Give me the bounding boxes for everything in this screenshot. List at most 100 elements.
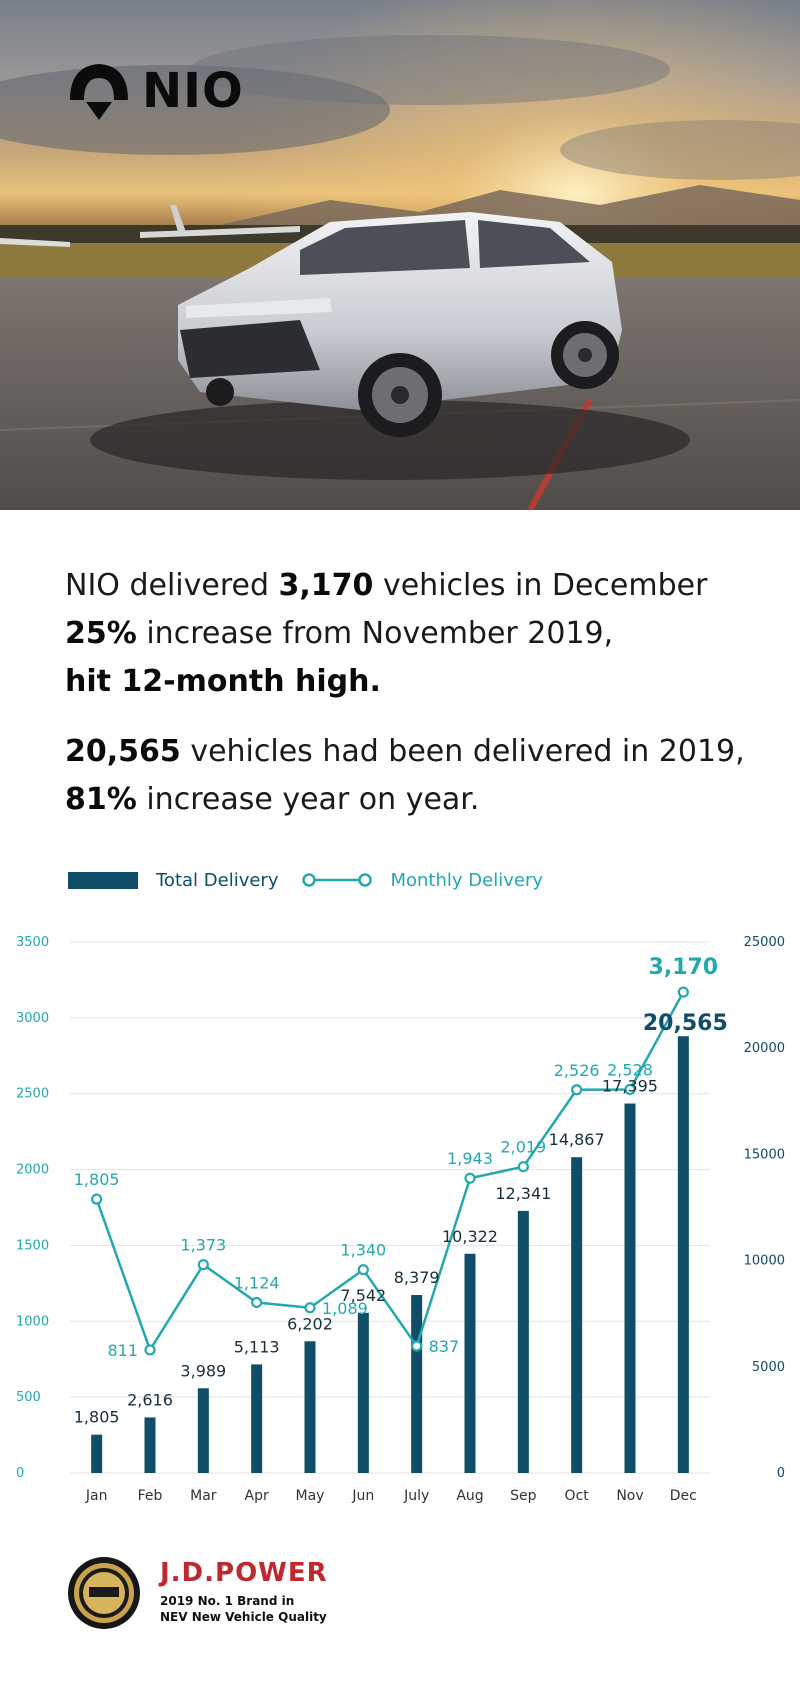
- point-Aug: [464, 1172, 476, 1184]
- point-Sep: [517, 1161, 529, 1173]
- total-label-Nov: 17,395: [602, 1077, 658, 1096]
- left-tick-1500: 1500: [16, 1238, 49, 1253]
- right-tick-25000: 25000: [744, 935, 785, 950]
- monthly-label-Mar: 1,373: [180, 1236, 226, 1255]
- headline-line-3-bold: hit 12-month high.: [65, 664, 381, 699]
- bar-May: [304, 1341, 316, 1473]
- bar-Oct: [571, 1157, 583, 1473]
- x-tick-Aug: Aug: [456, 1488, 483, 1504]
- bar-Nov: [624, 1103, 636, 1473]
- monthly-label-Apr: 1,124: [234, 1273, 280, 1292]
- legend-monthly-swatch: [302, 873, 373, 887]
- headline-line-5-bold: 81%: [65, 782, 137, 817]
- x-tick-Apr: Apr: [245, 1488, 269, 1504]
- bar-Jan: [91, 1434, 103, 1473]
- bar-Dec: [677, 1036, 689, 1473]
- right-tick-20000: 20000: [744, 1041, 785, 1056]
- x-tick-Nov: Nov: [616, 1488, 643, 1504]
- headline-line-1: NIO delivered 3,170 vehicles in December: [65, 562, 707, 610]
- headline-line-4-bold: 20,565: [65, 734, 181, 769]
- total-label-May: 6,202: [287, 1314, 333, 1333]
- left-tick-500: 500: [16, 1390, 41, 1405]
- hero-photo: NIO: [0, 0, 800, 510]
- x-tick-Mar: Mar: [190, 1488, 217, 1504]
- legend-total-swatch: [68, 871, 138, 889]
- headline-line-4-post: vehicles had been delivered in 2019,: [180, 734, 745, 769]
- point-May: [304, 1302, 316, 1314]
- left-tick-3000: 3000: [16, 1011, 49, 1026]
- data-labels: 1,805 2,616 3,989 5,113 6,202 7,542 8,379 10,32…: [74, 955, 728, 1427]
- headline-line-2: 25% increase from November 2019,: [65, 610, 613, 658]
- delivery-chart: 0 500 1000 1500 2000 2500 3000 3500 0 5000 10000 1…: [16, 935, 785, 1504]
- monthly-label-Sep: 2,019: [500, 1138, 546, 1157]
- headline-line-4: 20,565 vehicles had been delivered in 20…: [65, 728, 745, 776]
- total-label-Oct: 14,867: [549, 1130, 605, 1149]
- headline-line-1-pre: NIO delivered: [65, 568, 279, 603]
- total-label-July: 8,379: [394, 1268, 440, 1287]
- total-label-Dec: 20,565: [643, 1011, 728, 1036]
- left-tick-0: 0: [16, 1466, 24, 1481]
- right-tick-10000: 10000: [744, 1254, 785, 1269]
- left-tick-1000: 1000: [16, 1314, 49, 1329]
- x-tick-July: July: [403, 1488, 429, 1504]
- point-Feb: [144, 1344, 156, 1356]
- x-tick-Feb: Feb: [138, 1488, 163, 1504]
- right-tick-15000: 15000: [744, 1147, 785, 1162]
- monthly-line-path: [95, 991, 685, 1352]
- left-tick-2000: 2000: [16, 1163, 49, 1178]
- point-Apr: [251, 1296, 263, 1309]
- point-Jan: [91, 1193, 103, 1205]
- hero-scene: [0, 0, 800, 510]
- jd-power-award-line-2: NEV New Vehicle Quality: [160, 1610, 327, 1624]
- monthly-label-Jun: 1,340: [340, 1241, 386, 1260]
- monthly-delivery-line: [91, 986, 689, 1356]
- total-label-Mar: 3,989: [180, 1361, 226, 1380]
- monthly-label-Dec: 3,170: [649, 955, 719, 980]
- monthly-label-Nov: 2,528: [607, 1060, 653, 1079]
- x-tick-Jan: Jan: [85, 1488, 108, 1504]
- headline-line-3: hit 12-month high.: [65, 658, 381, 706]
- bar-Jun: [357, 1312, 369, 1473]
- point-Dec: [677, 986, 689, 998]
- point-July: [411, 1340, 423, 1352]
- point-Jun: [357, 1264, 369, 1276]
- point-Nov: [624, 1083, 636, 1096]
- monthly-label-July: 837: [429, 1337, 460, 1356]
- total-label-Jun: 7,542: [340, 1286, 386, 1305]
- right-axis-ticks: 0 5000 10000 15000 20000 25000: [744, 935, 785, 1481]
- monthly-label-Jan: 1,805: [74, 1170, 120, 1189]
- grid-lines: [70, 941, 710, 1474]
- total-label-Jan: 1,805: [74, 1408, 120, 1427]
- total-label-Aug: 10,322: [442, 1227, 498, 1246]
- x-axis-ticks: Jan Feb Mar Apr May Jun July Aug Sep Oct Nov Dec: [85, 1488, 697, 1504]
- x-tick-Jun: Jun: [351, 1488, 374, 1504]
- jd-power-seal-icon: [68, 1557, 140, 1629]
- nio-logo-text: NIO: [142, 63, 244, 119]
- total-label-Apr: 5,113: [234, 1337, 280, 1356]
- jd-power-brand: J.D.POWER: [160, 1558, 328, 1588]
- legend-monthly-label: Monthly Delivery: [390, 869, 543, 891]
- headline-line-2-bold: 25%: [65, 616, 137, 651]
- total-label-Sep: 12,341: [495, 1184, 551, 1203]
- bar-Sep: [517, 1210, 529, 1473]
- left-tick-2500: 2500: [16, 1087, 49, 1102]
- bar-Aug: [464, 1253, 476, 1473]
- headline-line-5: 81% increase year on year.: [65, 776, 479, 824]
- x-tick-Dec: Dec: [670, 1488, 697, 1504]
- bar-Mar: [197, 1388, 209, 1473]
- point-Mar: [197, 1259, 209, 1271]
- bar-Feb: [144, 1417, 156, 1473]
- legend-total-label: Total Delivery: [156, 869, 279, 891]
- x-tick-Oct: Oct: [565, 1488, 590, 1504]
- chart-legend: Total Delivery Monthly Delivery: [68, 866, 543, 894]
- bar-July: [411, 1295, 423, 1473]
- total-label-Feb: 2,616: [127, 1390, 173, 1409]
- monthly-label-Feb: 811: [107, 1341, 138, 1360]
- headline-line-5-post: increase year on year.: [136, 782, 480, 817]
- headline-line-1-post: vehicles in December: [373, 568, 708, 603]
- left-axis-ticks: 0 500 1000 1500 2000 2500 3000 3500: [16, 935, 49, 1481]
- headline-line-2-post: increase from November 2019,: [136, 616, 614, 651]
- left-tick-3500: 3500: [16, 935, 49, 950]
- headline-line-1-bold: 3,170: [278, 568, 374, 603]
- monthly-label-May: 1,089: [322, 1299, 368, 1318]
